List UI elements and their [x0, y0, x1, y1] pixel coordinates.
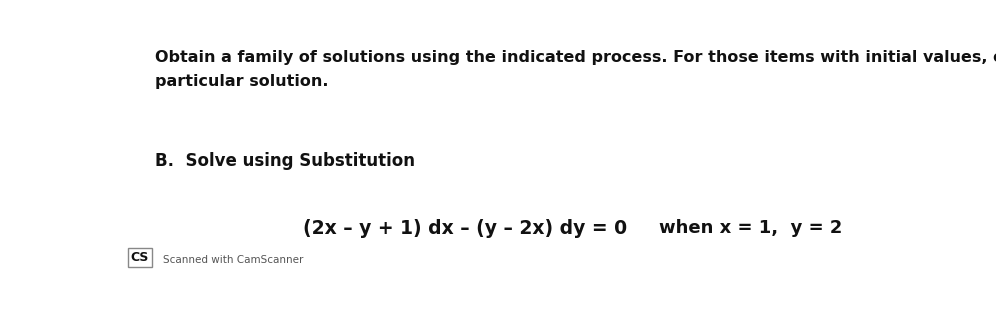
Text: Obtain a family of solutions using the indicated process. For those items with i: Obtain a family of solutions using the i… — [155, 50, 996, 66]
Text: B.  Solve using Substitution: B. Solve using Substitution — [155, 152, 415, 170]
Text: particular solution.: particular solution. — [155, 74, 329, 90]
Text: when x = 1,  y = 2: when x = 1, y = 2 — [659, 219, 843, 237]
Text: CS: CS — [130, 251, 149, 264]
Text: Scanned with CamScanner: Scanned with CamScanner — [163, 255, 304, 265]
Text: (2x – y + 1) dx – (y – 2x) dy = 0: (2x – y + 1) dx – (y – 2x) dy = 0 — [303, 219, 626, 238]
